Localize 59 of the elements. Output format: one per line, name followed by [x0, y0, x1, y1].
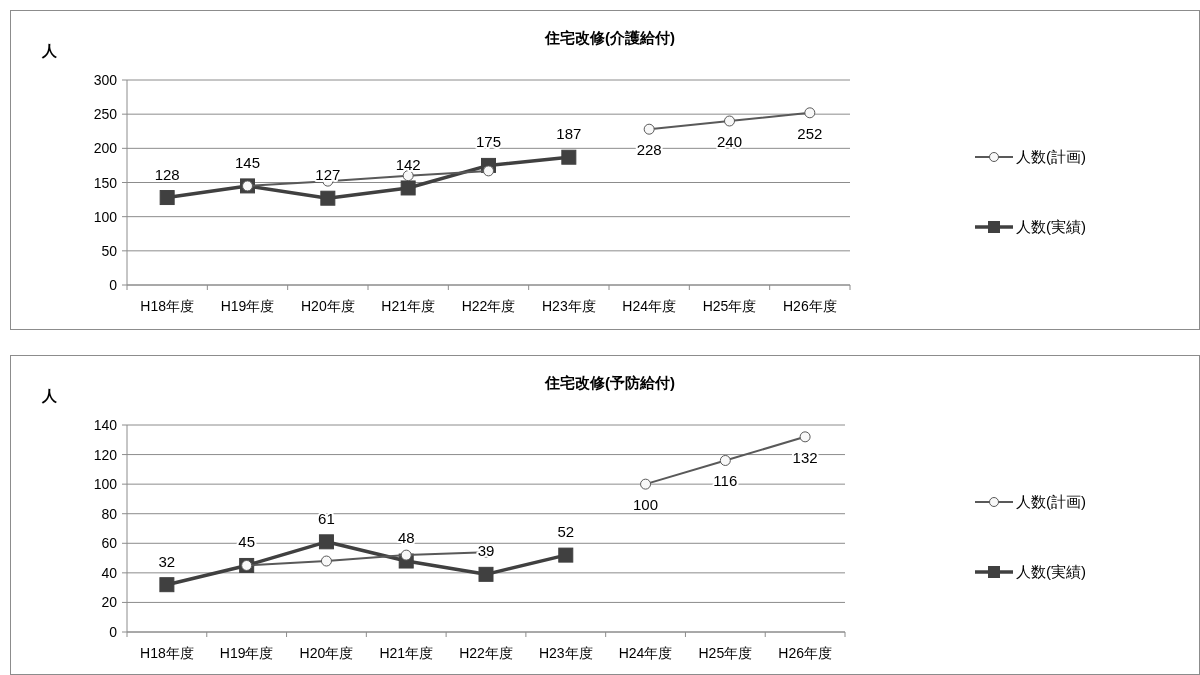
y-tick-label: 100 [93, 476, 118, 493]
x-tick-label: H22年度 [459, 645, 513, 661]
y-tick-label: 150 [93, 174, 118, 191]
data-label: 116 [713, 472, 738, 490]
data-label: 39 [477, 542, 495, 560]
data-label: 252 [797, 124, 823, 142]
chart-title: 住宅改修(予防給付) [544, 374, 675, 391]
y-axis-title: 人 [41, 387, 58, 404]
x-tick-label: H26年度 [782, 298, 837, 314]
data-label: 127 [315, 166, 341, 184]
y-tick-label: 100 [93, 208, 118, 225]
y-tick-label: 120 [93, 446, 118, 463]
y-tick-label: 0 [109, 277, 118, 293]
x-tick-label: H25年度 [698, 645, 753, 661]
x-tick-label: H20年度 [300, 298, 355, 314]
y-tick-label: 0 [109, 624, 118, 640]
x-tick-label: H20年度 [299, 645, 354, 661]
data-label: 142 [395, 155, 421, 173]
y-tick-label: 50 [101, 242, 118, 259]
x-tick-label: H24年度 [618, 645, 673, 661]
y-tick-label: 40 [101, 564, 118, 581]
x-tick-label: H18年度 [140, 645, 194, 661]
data-label: 228 [636, 141, 662, 159]
y-axis-title: 人 [41, 42, 58, 59]
legend-label: 人数(計画) [1016, 493, 1086, 510]
data-label: 52 [557, 523, 575, 541]
x-tick-label: H21年度 [381, 298, 436, 314]
chart-title: 住宅改修(介護給付) [544, 29, 675, 46]
x-tick-label: H23年度 [538, 645, 593, 661]
y-tick-label: 20 [101, 594, 118, 611]
data-label: 240 [716, 133, 743, 150]
legend-label: 人数(実績) [1016, 563, 1086, 580]
y-tick-label: 300 [93, 72, 118, 88]
data-label: 175 [475, 133, 502, 151]
y-tick-label: 140 [93, 417, 118, 433]
legend-label: 人数(計画) [1016, 148, 1086, 165]
x-tick-label: H22年度 [461, 298, 516, 314]
x-tick-label: H24年度 [622, 298, 677, 314]
x-tick-label: H23年度 [541, 298, 596, 314]
x-tick-label: H21年度 [379, 645, 434, 661]
data-label: 132 [792, 448, 818, 466]
data-label: 145 [234, 153, 261, 171]
y-tick-label: 80 [101, 505, 118, 522]
data-label: 48 [397, 529, 415, 547]
data-label: 32 [158, 552, 176, 570]
y-tick-label: 250 [93, 106, 118, 123]
y-tick-label: 60 [101, 535, 118, 552]
x-tick-label: H19年度 [220, 298, 275, 314]
data-label: 100 [633, 496, 659, 514]
x-tick-label: H19年度 [219, 645, 274, 661]
x-tick-label: H18年度 [140, 298, 195, 314]
legend-label: 人数(実績) [1016, 218, 1086, 235]
x-tick-label: H25年度 [702, 298, 757, 314]
x-tick-label: H26年度 [778, 645, 832, 661]
data-label: 187 [556, 125, 582, 143]
data-label: 128 [154, 165, 180, 183]
y-tick-label: 200 [93, 140, 118, 157]
data-label: 61 [318, 509, 335, 527]
data-label: 45 [238, 533, 256, 551]
